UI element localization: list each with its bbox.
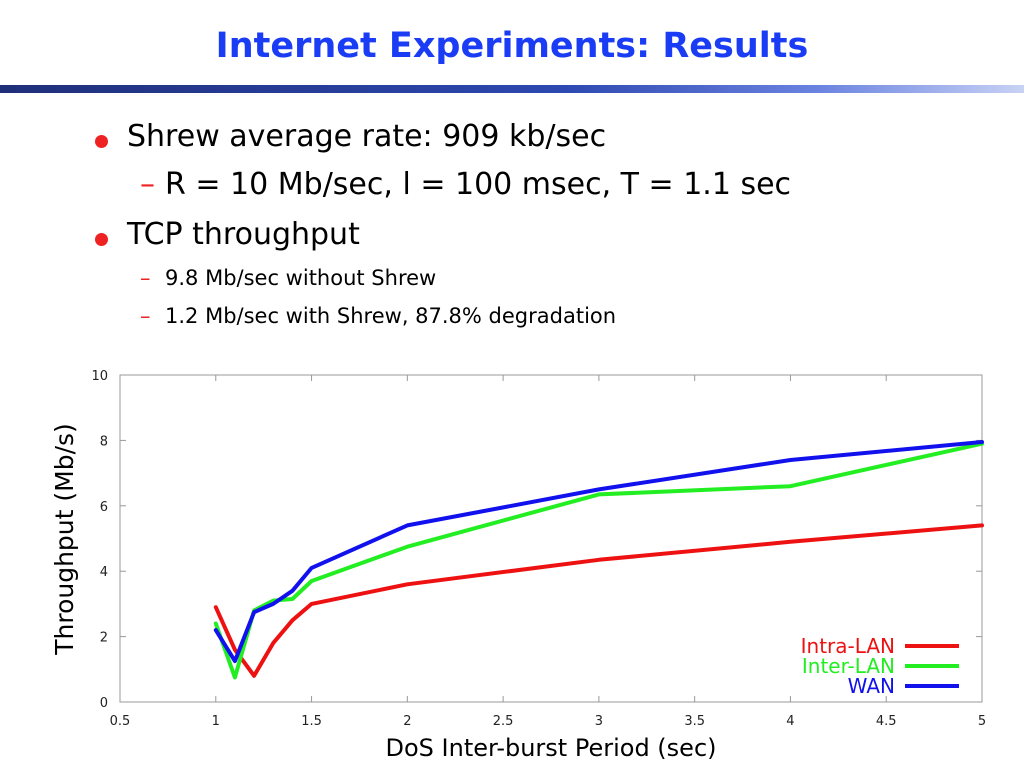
throughput-chart: 0 2 4 6 8 10 0.5 1 1.5 2 2.5 3 3.5 4 4.5 5 Throughput …: [50, 369, 986, 762]
x-tick-label: 1: [212, 714, 220, 729]
sub-bullet-item: – R = 10 Mb/sec, l = 100 msec, T = 1.1 s…: [95, 170, 995, 220]
bullet-text: Shrew average rate: 909 kb/sec: [127, 119, 607, 154]
sub-bullet-text: 9.8 Mb/sec without Shrew: [165, 266, 437, 290]
y-tick-label: 4: [100, 565, 108, 580]
bullet-item: Shrew average rate: 909 kb/sec: [95, 122, 995, 170]
y-axis-ticks: 0 2 4 6 8 10: [91, 369, 982, 711]
x-tick-label: 0.5: [110, 714, 131, 729]
bullet-text: TCP throughput: [127, 217, 360, 252]
x-axis-ticks: 0.5 1 1.5 2 2.5 3 3.5 4 4.5 5: [110, 375, 986, 729]
x-tick-label: 4: [786, 714, 794, 729]
x-tick-label: 2.5: [493, 714, 514, 729]
y-tick-label: 2: [100, 631, 108, 646]
legend-label: WAN: [848, 674, 895, 698]
x-tick-label: 4.5: [876, 714, 897, 729]
dash-icon: –: [140, 266, 151, 290]
sub-bullet-item: – 1.2 Mb/sec with Shrew, 87.8% degradati…: [95, 306, 995, 344]
x-axis-label: DoS Inter-burst Period (sec): [386, 734, 717, 762]
title-divider: [0, 85, 1024, 93]
bullet-list: Shrew average rate: 909 kb/sec – R = 10 …: [95, 122, 995, 344]
sub-bullet-text: 1.2 Mb/sec with Shrew, 87.8% degradation: [165, 304, 617, 328]
x-tick-label: 3.5: [684, 714, 705, 729]
series-line-wan: [213, 440, 984, 664]
bullet-item: TCP throughput: [95, 220, 995, 268]
sub-bullet-item: – 9.8 Mb/sec without Shrew: [95, 268, 995, 306]
legend-label: Inter-LAN: [802, 654, 895, 678]
x-tick-label: 1.5: [301, 714, 322, 729]
series-line-inter-lan: [213, 441, 984, 680]
slide-title: Internet Experiments: Results: [215, 26, 809, 66]
x-tick-label: 2: [403, 714, 411, 729]
bullet-dot-icon: [95, 233, 108, 246]
bullet-dot-icon: [95, 135, 108, 148]
dash-icon: –: [140, 167, 155, 202]
series-line-intra-lan: [213, 523, 984, 678]
legend-label: Intra-LAN: [801, 634, 895, 658]
y-tick-label: 10: [91, 369, 108, 384]
y-axis-label: Throughput (Mb/s): [50, 423, 79, 656]
y-tick-label: 0: [100, 696, 108, 711]
sub-bullet-text: R = 10 Mb/sec, l = 100 msec, T = 1.1 sec: [165, 167, 792, 202]
y-tick-label: 8: [100, 434, 108, 449]
series-lines: [213, 440, 984, 680]
x-tick-label: 5: [978, 714, 986, 729]
x-tick-label: 3: [595, 714, 603, 729]
y-tick-label: 6: [100, 500, 108, 515]
dash-icon: –: [140, 304, 151, 328]
